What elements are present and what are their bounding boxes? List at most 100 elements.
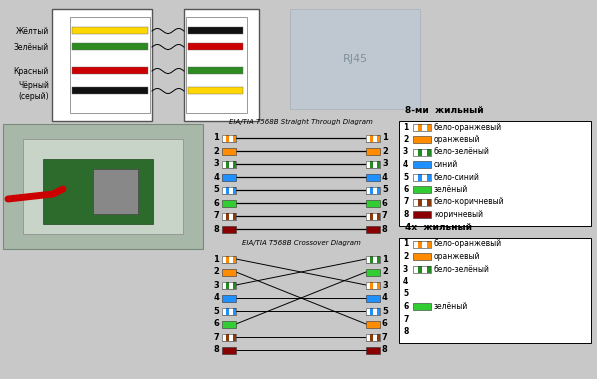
- Text: 5: 5: [382, 185, 388, 194]
- Text: 5: 5: [213, 185, 219, 194]
- Text: 5: 5: [403, 290, 408, 299]
- Bar: [366, 147, 380, 155]
- Text: 7: 7: [403, 315, 408, 324]
- Text: оранжевый: оранжевый: [434, 135, 481, 144]
- Bar: [377, 334, 380, 340]
- Bar: [226, 307, 229, 315]
- Text: 5: 5: [213, 307, 219, 315]
- Text: синий: синий: [434, 160, 458, 169]
- Bar: [417, 149, 422, 155]
- Bar: [413, 124, 431, 130]
- Text: 4: 4: [213, 172, 219, 182]
- Bar: [70, 17, 150, 113]
- Text: 6: 6: [382, 319, 388, 329]
- Bar: [426, 174, 431, 180]
- Text: 7: 7: [213, 332, 219, 341]
- Text: 4: 4: [403, 277, 408, 286]
- Text: 4х  жильный: 4х жильный: [405, 223, 472, 232]
- Bar: [222, 160, 236, 168]
- Bar: [222, 334, 236, 340]
- Text: бело-оранжевый: бело-оранжевый: [434, 122, 502, 132]
- Bar: [399, 121, 591, 226]
- Text: EIA/TIA T568B Crossover Diagram: EIA/TIA T568B Crossover Diagram: [242, 240, 361, 246]
- Bar: [222, 186, 236, 194]
- Bar: [426, 149, 431, 155]
- Text: 4: 4: [382, 293, 388, 302]
- Bar: [413, 124, 431, 130]
- Text: бело-зелёный: бело-зелёный: [434, 265, 490, 274]
- Bar: [232, 334, 236, 340]
- Text: 1: 1: [382, 255, 388, 263]
- Bar: [366, 321, 380, 327]
- Bar: [366, 255, 380, 263]
- Bar: [377, 307, 380, 315]
- Text: 5: 5: [403, 172, 408, 182]
- Text: 7: 7: [382, 332, 387, 341]
- Bar: [188, 67, 243, 74]
- Bar: [413, 253, 431, 260]
- Bar: [222, 199, 236, 207]
- Text: 6: 6: [403, 302, 408, 311]
- Text: 7: 7: [403, 197, 408, 207]
- Bar: [226, 160, 229, 168]
- Bar: [377, 213, 380, 219]
- Text: 2: 2: [382, 268, 388, 277]
- Bar: [222, 334, 236, 340]
- Bar: [290, 9, 420, 109]
- Bar: [366, 255, 380, 263]
- Bar: [426, 266, 431, 273]
- Text: 6: 6: [213, 319, 219, 329]
- Text: 3: 3: [213, 160, 219, 169]
- Bar: [413, 266, 431, 273]
- Bar: [186, 17, 247, 113]
- Bar: [232, 213, 236, 219]
- Bar: [232, 160, 236, 168]
- Text: Красный: Красный: [14, 66, 49, 75]
- Bar: [377, 160, 380, 168]
- Bar: [366, 213, 380, 219]
- Bar: [366, 334, 380, 340]
- Text: 3: 3: [213, 280, 219, 290]
- Bar: [377, 135, 380, 141]
- Bar: [222, 255, 236, 263]
- Bar: [23, 139, 183, 234]
- Bar: [222, 346, 236, 354]
- Bar: [370, 213, 373, 219]
- Bar: [366, 334, 380, 340]
- Text: 6: 6: [403, 185, 408, 194]
- Bar: [366, 346, 380, 354]
- Bar: [222, 307, 236, 315]
- Bar: [366, 307, 380, 315]
- Bar: [222, 147, 236, 155]
- Text: 7: 7: [382, 211, 387, 221]
- Text: 8: 8: [382, 346, 387, 354]
- Bar: [366, 294, 380, 302]
- Bar: [222, 226, 236, 232]
- Bar: [366, 226, 380, 232]
- Bar: [366, 174, 380, 180]
- Bar: [413, 303, 431, 310]
- Text: 8: 8: [382, 224, 387, 233]
- Bar: [417, 174, 422, 180]
- Text: 3: 3: [382, 280, 387, 290]
- Text: Жёлтый: Жёлтый: [16, 27, 49, 36]
- Bar: [188, 87, 243, 94]
- Bar: [93, 169, 138, 214]
- Bar: [232, 186, 236, 194]
- Text: 1: 1: [403, 122, 408, 132]
- Text: 1: 1: [382, 133, 388, 143]
- Bar: [377, 282, 380, 288]
- Bar: [377, 255, 380, 263]
- Bar: [222, 174, 236, 180]
- Bar: [366, 160, 380, 168]
- Text: Чёрный
(серый): Чёрный (серый): [18, 81, 49, 101]
- Bar: [417, 124, 422, 130]
- Text: 8: 8: [213, 224, 219, 233]
- Text: EIA/TIA T568B Straight Through Diagram: EIA/TIA T568B Straight Through Diagram: [229, 119, 373, 125]
- Bar: [370, 282, 373, 288]
- Text: зелёный: зелёный: [434, 302, 468, 311]
- Bar: [222, 294, 236, 302]
- Text: 8: 8: [403, 210, 408, 219]
- Text: 2: 2: [403, 252, 408, 261]
- Bar: [426, 241, 431, 247]
